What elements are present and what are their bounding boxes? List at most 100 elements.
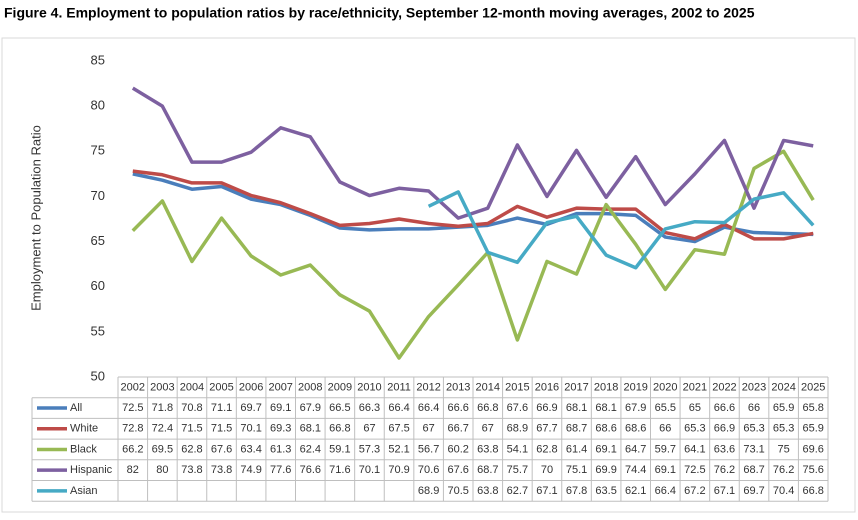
x-tick-label: 2015 bbox=[505, 381, 529, 393]
series-line bbox=[131, 86, 814, 220]
table-value: 68.6 bbox=[595, 423, 616, 435]
table-value: 63.4 bbox=[240, 443, 261, 455]
legend-label: All bbox=[70, 402, 82, 414]
x-tick-label: 2020 bbox=[653, 381, 677, 393]
table-value: 70.9 bbox=[388, 464, 409, 476]
x-tick-label: 2009 bbox=[328, 381, 352, 393]
table-value: 67.6 bbox=[211, 443, 232, 455]
x-tick-label: 2023 bbox=[742, 381, 766, 393]
table-value: 59.1 bbox=[329, 443, 350, 455]
x-tick-label: 2008 bbox=[298, 381, 322, 393]
table-value: 66.3 bbox=[359, 402, 380, 414]
x-tick-label: 2024 bbox=[771, 381, 795, 393]
table-value: 64.1 bbox=[684, 443, 705, 455]
table-value: 52.1 bbox=[388, 443, 409, 455]
table-value: 70.1 bbox=[240, 423, 261, 435]
legend-label: Black bbox=[70, 443, 97, 455]
table-value: 66.4 bbox=[388, 402, 409, 414]
table-value: 68.9 bbox=[507, 423, 528, 435]
table-value: 68.7 bbox=[477, 464, 498, 476]
series-line bbox=[132, 169, 814, 241]
table-value: 69.1 bbox=[595, 443, 616, 455]
table-value: 69.1 bbox=[270, 402, 291, 414]
x-tick-label: 2007 bbox=[268, 381, 292, 393]
table-value: 77.6 bbox=[270, 464, 291, 476]
x-tick-label: 2010 bbox=[357, 381, 381, 393]
table-value: 71.1 bbox=[211, 402, 232, 414]
table-value: 75.6 bbox=[802, 464, 823, 476]
table-value: 69.9 bbox=[595, 464, 616, 476]
table-value: 70.4 bbox=[773, 485, 794, 497]
table-value: 72.4 bbox=[152, 423, 173, 435]
table-value: 74.4 bbox=[625, 464, 646, 476]
table-value: 66.5 bbox=[329, 402, 350, 414]
table-value: 69.7 bbox=[743, 485, 764, 497]
table-value: 66 bbox=[659, 423, 671, 435]
table-value: 68.1 bbox=[595, 402, 616, 414]
table-value: 73.1 bbox=[743, 443, 764, 455]
table-value: 74.9 bbox=[240, 464, 261, 476]
table-value: 75.7 bbox=[507, 464, 528, 476]
table-value: 67.9 bbox=[300, 402, 321, 414]
table-value: 70.1 bbox=[359, 464, 380, 476]
table-value: 67.1 bbox=[714, 485, 735, 497]
x-tick-label: 2025 bbox=[801, 381, 825, 393]
table-value: 62.7 bbox=[507, 485, 528, 497]
legend-label: White bbox=[70, 423, 98, 435]
legend-label: Asian bbox=[70, 485, 98, 497]
table-value: 65.9 bbox=[773, 402, 794, 414]
table-value: 72.8 bbox=[122, 423, 143, 435]
table-value: 73.8 bbox=[181, 464, 202, 476]
table-value: 69.6 bbox=[802, 443, 823, 455]
table-value: 68.9 bbox=[418, 485, 439, 497]
x-tick-label: 2018 bbox=[594, 381, 618, 393]
x-tick-label: 2012 bbox=[416, 381, 440, 393]
table-value: 69.7 bbox=[240, 402, 261, 414]
x-tick-label: 2017 bbox=[564, 381, 588, 393]
table-value: 67.6 bbox=[507, 402, 528, 414]
x-tick-label: 2006 bbox=[239, 381, 263, 393]
table-value: 69.3 bbox=[270, 423, 291, 435]
x-tick-label: 2002 bbox=[121, 381, 145, 393]
table-value: 68.7 bbox=[743, 464, 764, 476]
table-value: 61.3 bbox=[270, 443, 291, 455]
table-value: 69.1 bbox=[655, 464, 676, 476]
x-tick-label: 2019 bbox=[623, 381, 647, 393]
y-tick-label: 65 bbox=[91, 233, 105, 248]
table-value: 66.9 bbox=[536, 402, 557, 414]
table-value: 63.8 bbox=[477, 443, 498, 455]
table-value: 80 bbox=[156, 464, 168, 476]
x-tick-label: 2013 bbox=[446, 381, 470, 393]
x-tick-label: 2004 bbox=[180, 381, 204, 393]
y-axis-title: Employment to Population Ratio bbox=[28, 125, 43, 311]
y-tick-label: 70 bbox=[91, 188, 105, 203]
table-value: 67.7 bbox=[536, 423, 557, 435]
table-value: 66.8 bbox=[477, 402, 498, 414]
x-tick-label: 2022 bbox=[712, 381, 736, 393]
table-value: 62.1 bbox=[625, 485, 646, 497]
table-value: 71.5 bbox=[211, 423, 232, 435]
table-value: 65.3 bbox=[684, 423, 705, 435]
table-value: 68.1 bbox=[566, 402, 587, 414]
table-value: 62.4 bbox=[300, 443, 321, 455]
table-value: 62.8 bbox=[181, 443, 202, 455]
table-value: 67.9 bbox=[625, 402, 646, 414]
table-value: 67 bbox=[423, 423, 435, 435]
table-value: 59.7 bbox=[655, 443, 676, 455]
table-value: 70.5 bbox=[447, 485, 468, 497]
table-value: 70.6 bbox=[418, 464, 439, 476]
table-value: 66 bbox=[748, 402, 760, 414]
table-value: 65 bbox=[689, 402, 701, 414]
table-value: 71.5 bbox=[181, 423, 202, 435]
table-value: 76.2 bbox=[714, 464, 735, 476]
table-value: 69.5 bbox=[152, 443, 173, 455]
series-line bbox=[131, 149, 815, 360]
table-value: 66.4 bbox=[418, 402, 439, 414]
table-value: 56.7 bbox=[418, 443, 439, 455]
table-value: 75.1 bbox=[566, 464, 587, 476]
table-value: 63.6 bbox=[714, 443, 735, 455]
chart-title: Figure 4. Employment to population ratio… bbox=[4, 5, 755, 21]
table-value: 67.6 bbox=[447, 464, 468, 476]
